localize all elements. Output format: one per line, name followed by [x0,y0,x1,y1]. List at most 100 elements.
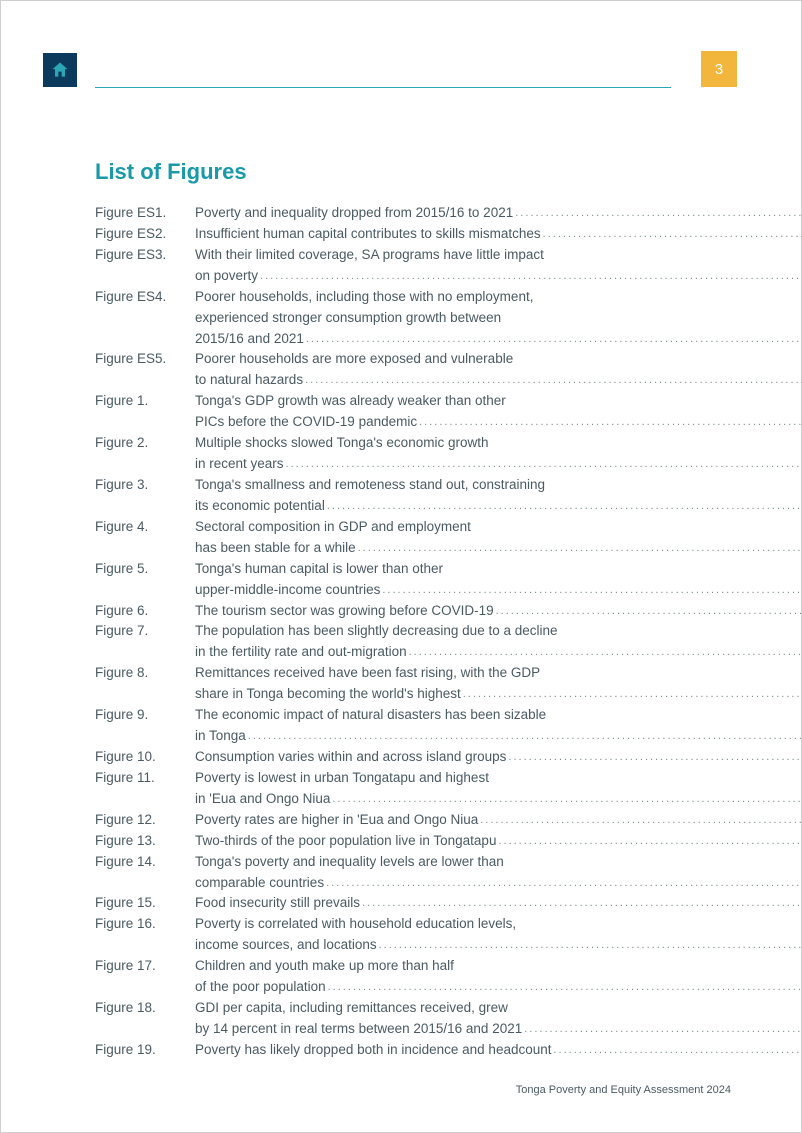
toc-leaders: ........................................… [326,979,802,996]
toc-text: The tourism sector was growing before CO… [195,601,494,622]
toc-line: The population has been slightly decreas… [195,621,802,642]
toc-entry: Figure 16.Poverty is correlated with hou… [95,914,731,956]
toc-label: Figure 11. [95,768,195,810]
toc-leaders: ........................................… [496,833,802,850]
toc-text: Poorer households are more exposed and v… [195,349,513,370]
toc-entry: Figure 10.Consumption varies within and … [95,747,731,768]
toc-entry: Figure 9.The economic impact of natural … [95,705,731,747]
toc-body: Tonga's poverty and inequality levels ar… [195,852,802,894]
toc-label: Figure 8. [95,663,195,705]
toc-entry: Figure 17.Children and youth make up mor… [95,956,731,998]
toc-line: 2015/16 and 2021........................… [195,329,802,350]
toc-text: Tonga's GDP growth was already weaker th… [195,391,506,412]
toc-leaders: ........................................… [304,331,802,348]
toc-entry: Figure 5.Tonga's human capital is lower … [95,559,731,601]
toc-text: GDI per capita, including remittances re… [195,998,508,1019]
toc-text: in recent years [195,454,284,475]
toc-body: Food insecurity still prevails..........… [195,893,802,914]
toc-label: Figure 13. [95,831,195,852]
toc-entry: Figure 6.The tourism sector was growing … [95,601,731,622]
toc-text: Tonga's human capital is lower than othe… [195,559,443,580]
toc-body: Poverty rates are higher in 'Eua and Ong… [195,810,802,831]
toc-label: Figure 2. [95,433,195,475]
toc-entry: Figure 13.Two-thirds of the poor populat… [95,831,731,852]
toc-line: comparable countries....................… [195,873,802,894]
toc-line: Poorer households are more exposed and v… [195,349,802,370]
toc-leaders: ........................................… [513,205,802,222]
toc-label: Figure 17. [95,956,195,998]
toc-label: Figure 16. [95,914,195,956]
toc-body: Tonga's GDP growth was already weaker th… [195,391,802,433]
toc-text: comparable countries [195,873,324,894]
toc-text: Remittances received have been fast risi… [195,663,540,684]
toc-label: Figure 1. [95,391,195,433]
toc-label: Figure 5. [95,559,195,601]
toc-entry: Figure 18.GDI per capita, including remi… [95,998,731,1040]
toc-body: The economic impact of natural disasters… [195,705,802,747]
toc-body: With their limited coverage, SA programs… [195,245,802,287]
toc-text: 2015/16 and 2021 [195,329,304,350]
toc-leaders: ........................................… [461,686,802,703]
toc-text: Two-thirds of the poor population live i… [195,831,496,852]
toc-line: share in Tonga becoming the world's high… [195,684,802,705]
list-of-figures: Figure ES1.Poverty and inequality droppe… [95,203,731,1061]
toc-text: Tonga's poverty and inequality levels ar… [195,852,504,873]
toc-body: Multiple shocks slowed Tonga's economic … [195,433,802,475]
toc-text: experienced stronger consumption growth … [195,308,501,329]
toc-entry: Figure ES1.Poverty and inequality droppe… [95,203,731,224]
toc-entry: Figure 8.Remittances received have been … [95,663,731,705]
toc-label: Figure ES4. [95,287,195,350]
toc-line: income sources, and locations...........… [195,935,802,956]
toc-label: Figure 10. [95,747,195,768]
toc-line: Poverty is correlated with household edu… [195,914,802,935]
toc-text: The population has been slightly decreas… [195,621,558,642]
toc-text: upper-middle-income countries [195,580,380,601]
toc-text: Sectoral composition in GDP and employme… [195,517,471,538]
toc-label: Figure 9. [95,705,195,747]
toc-text: PICs before the COVID-19 pandemic [195,412,417,433]
toc-label: Figure ES5. [95,349,195,391]
toc-body: Poverty is lowest in urban Tongatapu and… [195,768,802,810]
toc-line: in the fertility rate and out-migration.… [195,642,802,663]
header-rule [95,87,671,88]
toc-text: Insufficient human capital contributes t… [195,224,541,245]
toc-line: Children and youth make up more than hal… [195,956,802,977]
home-button[interactable] [43,53,77,87]
toc-entry: Figure 1.Tonga's GDP growth was already … [95,391,731,433]
toc-leaders: ........................................… [360,895,802,912]
toc-text: to natural hazards [195,370,303,391]
toc-label: Figure 12. [95,810,195,831]
toc-text: on poverty [195,266,258,287]
toc-text: Multiple shocks slowed Tonga's economic … [195,433,488,454]
toc-text: has been stable for a while [195,538,356,559]
toc-text: Children and youth make up more than hal… [195,956,454,977]
toc-text: income sources, and locations [195,935,377,956]
toc-entry: Figure 3.Tonga's smallness and remotenes… [95,475,731,517]
toc-leaders: ........................................… [246,728,802,745]
toc-text: by 14 percent in real terms between 2015… [195,1019,522,1040]
toc-label: Figure 4. [95,517,195,559]
toc-line: Tonga's poverty and inequality levels ar… [195,852,802,873]
toc-line: Consumption varies within and across isl… [195,747,802,768]
toc-line: Tonga's GDP growth was already weaker th… [195,391,802,412]
toc-entry: Figure 2.Multiple shocks slowed Tonga's … [95,433,731,475]
toc-line: to natural hazards......................… [195,370,802,391]
toc-line: Food insecurity still prevails..........… [195,893,802,914]
toc-text: Poverty rates are higher in 'Eua and Ong… [195,810,478,831]
toc-entry: Figure 4.Sectoral composition in GDP and… [95,517,731,559]
toc-text: Tonga's smallness and remoteness stand o… [195,475,545,496]
toc-leaders: ........................................… [552,1042,802,1059]
toc-leaders: ........................................… [356,540,802,557]
toc-text: of the poor population [195,977,326,998]
toc-entry: Figure 11.Poverty is lowest in urban Ton… [95,768,731,810]
toc-leaders: ........................................… [407,644,802,661]
toc-body: Children and youth make up more than hal… [195,956,802,998]
toc-body: Poorer households, including those with … [195,287,802,350]
toc-text: Consumption varies within and across isl… [195,747,506,768]
toc-entry: Figure 19.Poverty has likely dropped bot… [95,1040,731,1061]
toc-line: Poverty and inequality dropped from 2015… [195,203,802,224]
toc-label: Figure ES2. [95,224,195,245]
toc-text: Poorer households, including those with … [195,287,533,308]
toc-body: Tonga's human capital is lower than othe… [195,559,802,601]
toc-leaders: ........................................… [325,498,802,515]
